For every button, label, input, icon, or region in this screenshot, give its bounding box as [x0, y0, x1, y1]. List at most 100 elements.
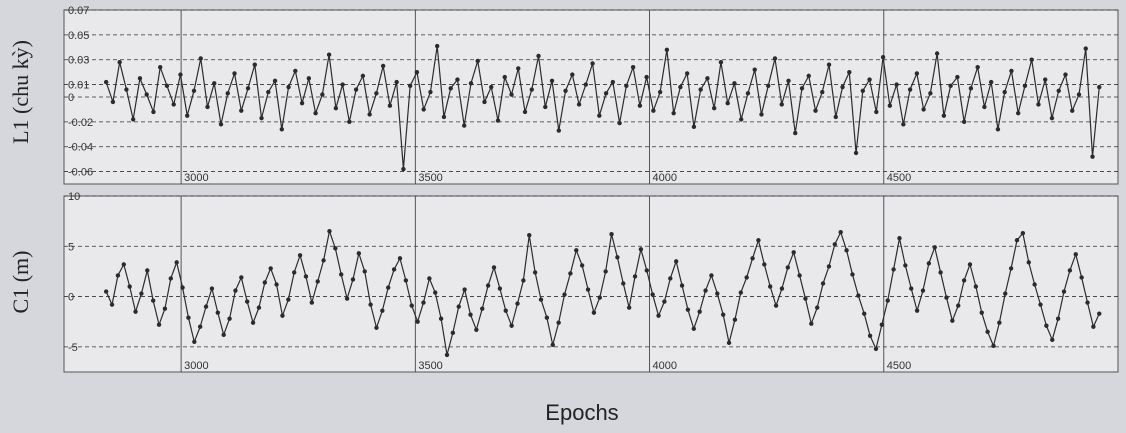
- l1-data-point: [793, 130, 798, 136]
- l1-y-tick-label: 0.03: [68, 55, 89, 67]
- l1-data-point: [826, 62, 832, 67]
- l1-data-point: [475, 58, 480, 64]
- l1-data-point: [549, 78, 555, 84]
- l1-data-point: [853, 150, 859, 156]
- c1-data-point: [133, 309, 138, 314]
- l1-data-point: [414, 69, 420, 75]
- c1-data-point: [356, 251, 362, 256]
- c1-data-point: [497, 286, 503, 291]
- l1-data-point: [340, 82, 345, 87]
- c1-data-point: [221, 332, 226, 337]
- c1-data-point: [703, 288, 708, 293]
- l1-data-point: [624, 83, 629, 89]
- c1-data-point: [303, 274, 309, 279]
- c1-data-point: [556, 320, 561, 325]
- c1-data-point: [1032, 282, 1037, 287]
- c1-data-point: [568, 271, 573, 276]
- l1-data-point: [252, 62, 257, 67]
- l1-data-point: [745, 91, 751, 96]
- l1-data-point: [1009, 68, 1014, 74]
- l1-data-point: [901, 122, 906, 127]
- c1-data-point: [521, 278, 526, 283]
- l1-data-point: [130, 117, 136, 122]
- c1-x-tick-label: 3500: [418, 360, 442, 372]
- c1-data-point: [127, 284, 132, 289]
- l1-data-point: [360, 73, 366, 79]
- l1-y-tick-label: -0.04: [68, 142, 93, 154]
- c1-y-tick-label: 0: [68, 292, 74, 304]
- c1-data-point: [738, 290, 744, 295]
- l1-data-point: [1076, 92, 1082, 97]
- c1-data-point: [485, 283, 491, 288]
- l1-data-point: [968, 86, 974, 91]
- c1-data-point: [1020, 231, 1026, 236]
- c1-x-tick-label: 3000: [184, 360, 208, 372]
- l1-data-point: [644, 74, 649, 80]
- c1-data-point: [374, 325, 379, 330]
- c1-y-tick-label: 10: [68, 191, 80, 203]
- l1-data-point: [1029, 57, 1034, 62]
- c1-data-point: [150, 298, 156, 303]
- c1-x-tick-label: 4500: [887, 360, 911, 372]
- l1-data-point: [489, 84, 494, 90]
- c1-data-point: [726, 340, 732, 346]
- c1-data-point: [579, 263, 585, 268]
- l1-data-point: [110, 99, 116, 105]
- l1-data-point: [306, 76, 312, 81]
- l1-data-point: [928, 91, 933, 96]
- l1-data-point: [718, 60, 724, 65]
- l1-data-point: [556, 128, 561, 133]
- c1-data-point: [1014, 238, 1020, 243]
- c1-data-point: [1073, 252, 1078, 257]
- l1-data-point: [833, 114, 838, 120]
- c1-data-point: [668, 276, 673, 281]
- c1-data-point: [333, 246, 338, 251]
- c1-data-point: [956, 303, 961, 308]
- c1-data-point: [156, 322, 162, 327]
- c1-data-point: [309, 300, 315, 305]
- l1-data-point: [806, 73, 811, 79]
- l1-data-point: [597, 113, 602, 118]
- c1-data-point: [274, 282, 279, 287]
- l1-data-point: [799, 86, 805, 91]
- c1-data-point: [409, 303, 414, 308]
- c1-data-point: [856, 293, 861, 298]
- l1-data-point: [752, 67, 757, 72]
- l1-data-point: [678, 84, 683, 90]
- l1-data-point: [894, 82, 899, 87]
- l1-data-point: [732, 81, 737, 86]
- l1-data-point: [266, 89, 271, 95]
- c1-data-point: [186, 315, 191, 320]
- c1-data-point: [462, 287, 467, 292]
- x-axis-label: Epochs: [545, 400, 618, 425]
- c1-data-point: [227, 316, 232, 321]
- l1-data-point: [1043, 77, 1048, 82]
- l1-data-point: [603, 91, 609, 96]
- c1-data-point: [203, 304, 209, 309]
- c1-data-point: [1050, 337, 1055, 343]
- l1-data-point: [982, 104, 987, 110]
- c1-data-point: [209, 286, 215, 291]
- c1-x-ticks: 3000 3500 4000 4500: [184, 360, 911, 372]
- c1-data-point: [297, 253, 303, 258]
- c1-data-point: [350, 277, 356, 282]
- l1-data-point: [1097, 84, 1102, 90]
- c1-data-point: [480, 306, 485, 311]
- l1-series-line: [105, 45, 1100, 170]
- c1-data-point: [1038, 302, 1043, 307]
- l1-data-point: [948, 83, 953, 89]
- l1-y-tick-label: 0: [68, 92, 74, 104]
- l1-data-point: [921, 107, 926, 112]
- c1-grid: [64, 195, 1118, 372]
- c1-data-point: [638, 247, 644, 252]
- l1-data-point: [516, 66, 521, 71]
- l1-data-point: [907, 87, 913, 92]
- c1-data-point: [433, 290, 438, 295]
- c1-data-point: [867, 333, 873, 338]
- l1-grid: [64, 9, 1118, 184]
- l1-data-point: [434, 43, 440, 49]
- c1-data-point: [380, 308, 385, 313]
- c1-data-point: [450, 330, 456, 335]
- c1-data-point: [1003, 291, 1008, 296]
- c1-data-point: [644, 268, 649, 273]
